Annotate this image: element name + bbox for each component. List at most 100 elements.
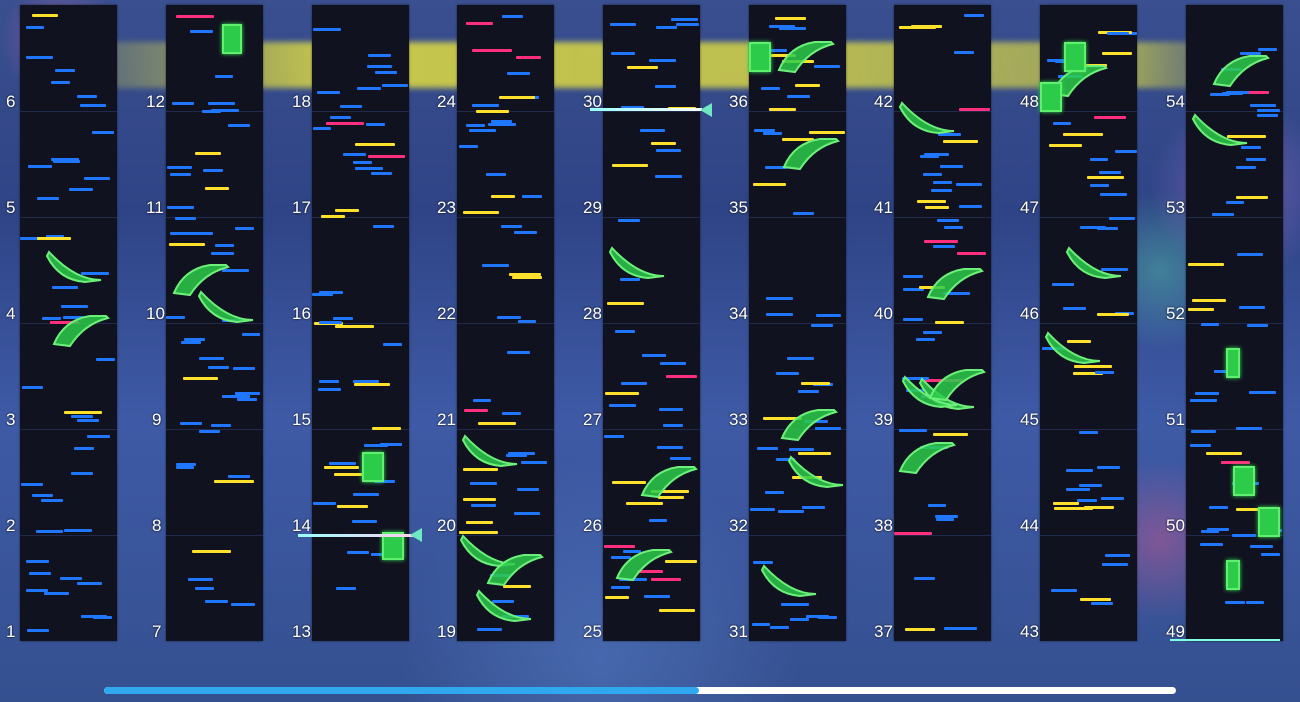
tap-note: [317, 91, 340, 94]
drag-note: [798, 452, 831, 455]
measure-number: 19: [437, 622, 456, 641]
tap-note: [933, 245, 955, 248]
slide-note: [1065, 246, 1122, 280]
measure-number: 32: [729, 516, 748, 535]
drag-note: [1206, 452, 1242, 455]
tap-note: [609, 404, 636, 407]
tap-note: [20, 237, 48, 240]
tap-note: [914, 577, 935, 580]
tap-note: [77, 419, 99, 422]
drag-note: [334, 473, 369, 476]
chart-column[interactable]: [1186, 5, 1283, 641]
drag-note: [659, 609, 695, 612]
flick-note: [50, 321, 79, 324]
tap-note: [347, 551, 369, 554]
tap-note: [211, 252, 234, 255]
tap-note: [787, 95, 810, 98]
tap-note: [176, 466, 194, 469]
measure-line: [749, 217, 846, 218]
tap-note: [170, 232, 190, 235]
measure-line: [457, 429, 554, 430]
drag-note: [335, 325, 374, 328]
tap-note: [1250, 104, 1276, 107]
tap-note: [28, 165, 52, 168]
tap-note: [222, 395, 250, 398]
measure-line: [894, 111, 991, 112]
tap-note: [1109, 217, 1135, 220]
drag-note: [169, 243, 205, 246]
slide-note: [1191, 113, 1248, 147]
drag-note: [763, 417, 802, 420]
tap-note: [610, 23, 636, 26]
tap-note: [1066, 488, 1090, 491]
measure-number: 52: [1166, 304, 1185, 323]
drag-note: [1054, 507, 1093, 510]
drag-note: [459, 531, 498, 534]
tap-note: [32, 494, 53, 497]
drag-note: [651, 490, 689, 493]
drag-note: [499, 96, 535, 99]
chart-column[interactable]: [166, 5, 263, 641]
chart-column[interactable]: [1040, 5, 1137, 641]
tap-note: [649, 519, 667, 522]
tap-note: [199, 430, 220, 433]
drag-note: [337, 505, 368, 508]
measure-number: 27: [583, 410, 602, 429]
tap-note: [935, 515, 958, 518]
tap-note: [924, 153, 949, 156]
tap-note: [77, 95, 97, 98]
tap-note: [473, 399, 491, 402]
tap-note: [374, 480, 395, 483]
tap-note: [793, 212, 814, 215]
tap-note: [1102, 563, 1128, 566]
hold-end-arrow-icon: [410, 528, 422, 542]
measure-line: [603, 217, 700, 218]
tap-note: [352, 520, 377, 523]
tap-note: [1226, 91, 1249, 94]
tap-note: [472, 104, 499, 107]
flick-note: [472, 49, 512, 52]
tap-note: [938, 133, 961, 136]
chart-column[interactable]: [749, 5, 846, 641]
tap-note: [815, 427, 841, 430]
drag-note: [801, 382, 830, 385]
tap-note: [1099, 171, 1121, 174]
drag-note: [770, 54, 796, 57]
measure-line: [749, 323, 846, 324]
tap-note: [319, 380, 339, 383]
tap-note: [1077, 499, 1097, 502]
tap-note: [92, 131, 114, 134]
tap-note: [1209, 506, 1228, 509]
tap-note: [753, 561, 773, 564]
tap-note: [659, 408, 683, 411]
drag-note: [1102, 52, 1132, 55]
measure-number: 42: [874, 92, 893, 111]
tap-note: [806, 615, 829, 618]
tap-note: [763, 49, 787, 52]
chart-column[interactable]: [457, 5, 554, 641]
chart-column[interactable]: [894, 5, 991, 641]
tap-note: [1241, 146, 1261, 149]
tap-note: [776, 458, 795, 461]
tap-note: [1190, 399, 1217, 402]
tap-note: [330, 116, 351, 119]
drag-note: [795, 84, 820, 87]
tap-note: [176, 463, 196, 466]
chart-scrollbar[interactable]: [104, 687, 1176, 694]
measure-number: 35: [729, 198, 748, 217]
chart-column[interactable]: [20, 5, 117, 641]
drag-note: [607, 302, 644, 305]
drag-note: [1236, 508, 1273, 511]
tap-note: [329, 462, 356, 465]
tap-note: [222, 269, 249, 272]
scrollbar-thumb[interactable]: [104, 687, 699, 694]
drag-note: [1063, 133, 1103, 136]
chart-column[interactable]: [603, 5, 700, 641]
drag-note: [32, 14, 58, 17]
tap-note: [211, 109, 239, 112]
measure-number: 37: [874, 622, 893, 641]
drag-note: [612, 164, 648, 167]
tap-note: [964, 14, 984, 17]
measure-number: 40: [874, 304, 893, 323]
measure-number: 47: [1020, 198, 1039, 217]
